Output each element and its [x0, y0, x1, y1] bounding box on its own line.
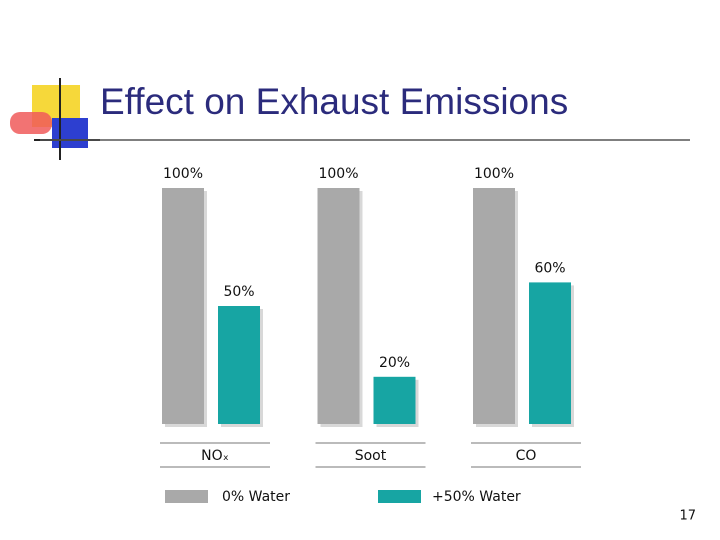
value-label: 60% [534, 260, 565, 276]
logo [10, 78, 100, 160]
bar [529, 282, 571, 424]
legend-label: 0% Water [222, 489, 290, 505]
value-label: 100% [163, 166, 203, 182]
page-number: 17 [679, 509, 696, 524]
legend-swatch [165, 490, 208, 503]
value-label: 100% [318, 166, 358, 182]
bar [373, 376, 416, 424]
value-label: 20% [379, 355, 410, 371]
bar [473, 188, 515, 424]
bar [317, 188, 360, 424]
bar [218, 306, 260, 424]
bar [162, 188, 204, 424]
value-label: 50% [223, 284, 254, 300]
category-label: CO [516, 448, 537, 464]
category-label: Soot [355, 448, 387, 464]
legend-label: +50% Water [432, 489, 521, 505]
legend-swatch [378, 490, 421, 503]
category-label: NOₓ [201, 448, 229, 464]
value-label: 100% [474, 166, 514, 182]
slide-title: Effect on Exhaust Emissions [100, 81, 568, 122]
